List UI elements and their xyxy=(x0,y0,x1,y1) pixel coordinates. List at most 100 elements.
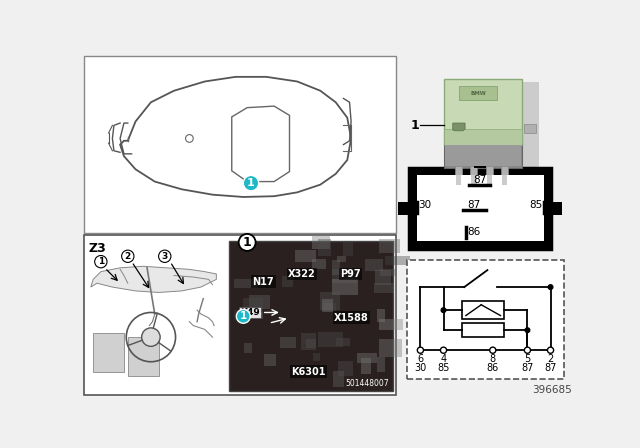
Bar xyxy=(551,202,562,215)
Circle shape xyxy=(141,328,160,346)
Bar xyxy=(332,269,357,283)
Bar xyxy=(282,276,292,287)
Text: 87: 87 xyxy=(467,200,480,210)
Bar xyxy=(307,339,316,348)
Bar xyxy=(365,258,383,271)
Bar xyxy=(406,260,564,379)
Circle shape xyxy=(547,347,554,353)
Bar xyxy=(379,238,401,253)
Polygon shape xyxy=(93,333,124,372)
Circle shape xyxy=(243,176,259,191)
Polygon shape xyxy=(232,106,289,181)
Bar xyxy=(342,241,353,256)
Text: P97: P97 xyxy=(340,269,361,279)
Circle shape xyxy=(122,250,134,263)
Circle shape xyxy=(236,310,250,323)
Text: 87: 87 xyxy=(521,363,534,373)
Text: 1: 1 xyxy=(98,257,104,266)
Polygon shape xyxy=(120,77,351,197)
Text: 1: 1 xyxy=(247,178,255,188)
Bar xyxy=(502,176,508,185)
Bar xyxy=(318,238,331,255)
Text: 8: 8 xyxy=(490,354,496,365)
Text: 86: 86 xyxy=(467,227,480,237)
Circle shape xyxy=(417,347,424,353)
Polygon shape xyxy=(91,266,216,293)
Text: 30: 30 xyxy=(418,200,431,210)
Bar xyxy=(474,159,486,168)
Bar xyxy=(380,269,396,276)
Bar xyxy=(239,307,261,318)
Text: 1: 1 xyxy=(410,119,419,132)
Bar xyxy=(379,319,403,330)
Bar xyxy=(361,358,371,374)
Bar xyxy=(445,145,520,166)
Circle shape xyxy=(490,347,496,353)
Bar xyxy=(280,337,296,348)
Text: 1: 1 xyxy=(239,311,247,321)
Text: 5: 5 xyxy=(524,354,531,365)
Text: BMW: BMW xyxy=(470,90,486,95)
Bar xyxy=(385,256,410,265)
Bar xyxy=(84,236,396,395)
Bar xyxy=(357,353,376,362)
Bar xyxy=(462,301,504,319)
Bar xyxy=(243,298,262,315)
Text: 86: 86 xyxy=(486,363,499,373)
Text: X1588: X1588 xyxy=(334,313,369,323)
Circle shape xyxy=(159,250,171,263)
Bar xyxy=(322,299,333,313)
Bar xyxy=(333,371,344,387)
Text: 87: 87 xyxy=(473,175,486,185)
Circle shape xyxy=(186,134,193,142)
Bar xyxy=(459,86,497,100)
Bar xyxy=(462,323,504,337)
Text: Z3: Z3 xyxy=(88,241,106,254)
Bar xyxy=(376,309,385,322)
Bar xyxy=(332,280,358,295)
Bar xyxy=(375,270,391,285)
Bar xyxy=(234,310,250,320)
Bar xyxy=(447,82,539,171)
Bar xyxy=(470,166,477,185)
Text: 3: 3 xyxy=(162,252,168,261)
Bar xyxy=(312,353,320,361)
Bar xyxy=(264,354,276,366)
Text: N17: N17 xyxy=(253,277,274,287)
Bar xyxy=(486,166,493,185)
Bar xyxy=(244,343,252,353)
Text: 1: 1 xyxy=(243,236,252,249)
Bar xyxy=(444,143,522,168)
Polygon shape xyxy=(452,123,465,131)
Polygon shape xyxy=(128,337,159,375)
Bar xyxy=(456,176,461,185)
Bar xyxy=(374,283,394,293)
Bar xyxy=(524,124,536,133)
Text: 396685: 396685 xyxy=(532,385,572,395)
Bar xyxy=(444,79,522,145)
Bar xyxy=(249,295,270,309)
Bar xyxy=(338,361,353,376)
Text: 2: 2 xyxy=(125,252,131,261)
Bar xyxy=(318,332,344,347)
Bar xyxy=(312,259,326,269)
Bar xyxy=(409,168,551,249)
Text: 87: 87 xyxy=(545,363,557,373)
Text: X322: X322 xyxy=(288,269,316,279)
Bar xyxy=(379,340,402,357)
Bar xyxy=(398,202,409,215)
Bar xyxy=(319,292,340,310)
Bar xyxy=(337,256,346,263)
Text: 30: 30 xyxy=(414,363,426,373)
Circle shape xyxy=(548,285,553,289)
Circle shape xyxy=(239,234,255,251)
Circle shape xyxy=(95,255,107,268)
Bar xyxy=(312,236,330,250)
Bar xyxy=(417,176,543,241)
Bar xyxy=(295,250,316,262)
Bar xyxy=(336,338,350,346)
Text: 85: 85 xyxy=(529,200,543,210)
Bar xyxy=(471,176,477,185)
Bar xyxy=(501,166,508,185)
Text: 2: 2 xyxy=(547,354,554,365)
